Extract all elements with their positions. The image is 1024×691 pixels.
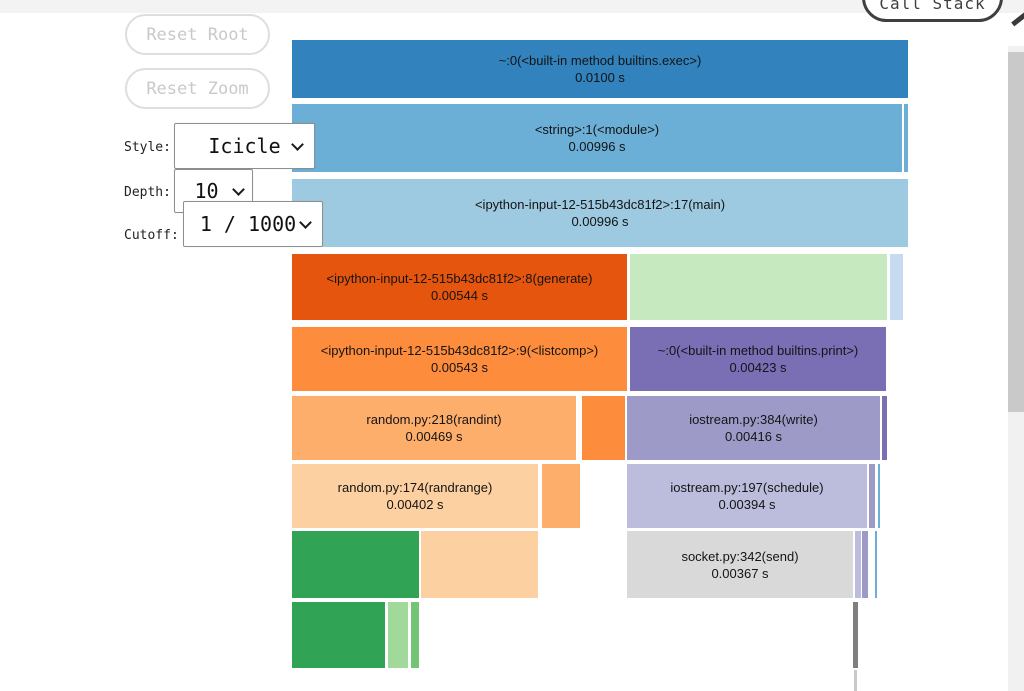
icicle-node-small[interactable] <box>292 531 419 598</box>
depth-select-value: 10 <box>194 179 219 203</box>
node-function-label: <ipython-input-12-515b43dc81f2>:9(<listc… <box>320 343 599 358</box>
icicle-node-small[interactable] <box>904 104 908 172</box>
icicle-node-small[interactable] <box>862 531 868 598</box>
node-function-label: <string>:1(<module>) <box>534 122 660 137</box>
node-time-label: 0.00544 s <box>430 288 489 303</box>
node-function-label: <ipython-input-12-515b43dc81f2>:17(main) <box>474 197 726 212</box>
icicle-node[interactable]: socket.py:342(send) 0.00367 s <box>627 531 853 598</box>
node-time-label: 0.00402 s <box>386 497 444 512</box>
depth-label: Depth: <box>124 185 171 200</box>
node-function-label: iostream.py:384(write) <box>689 412 818 427</box>
call-stack-button[interactable]: Call Stack <box>862 0 1003 22</box>
icicle-node[interactable]: random.py:174(randrange) 0.00402 s <box>292 464 538 528</box>
chevron-down-icon <box>299 216 312 229</box>
icicle-node-small[interactable] <box>882 396 887 460</box>
icicle-node-small[interactable] <box>388 602 408 668</box>
node-function-label: ~:0(<built-in method builtins.print>) <box>657 343 859 358</box>
icicle-node-small[interactable] <box>582 396 625 460</box>
icicle-node-small[interactable] <box>853 602 858 668</box>
node-time-label: 0.00367 s <box>711 565 769 581</box>
icicle-node-small[interactable] <box>869 464 875 528</box>
reset-zoom-button[interactable]: Reset Zoom <box>125 68 270 109</box>
icicle-node[interactable]: ~:0(<built-in method builtins.exec>) 0.01… <box>292 40 908 98</box>
icicle-node[interactable]: <string>:1(<module>) 0.00996 s <box>292 104 902 172</box>
cutoff-label: Cutoff: <box>124 228 179 243</box>
cutoff-select-value: 1 / 1000 <box>199 212 297 236</box>
corner-wedge-decoration <box>1011 12 1024 27</box>
node-time-label: 0.0100 s <box>575 70 625 85</box>
icicle-node[interactable]: iostream.py:384(write) 0.00416 s <box>627 396 880 460</box>
icicle-node-small[interactable] <box>542 464 580 528</box>
icicle-node-small[interactable] <box>411 602 419 668</box>
style-label: Style: <box>124 140 171 155</box>
node-time-label: 0.00543 s <box>430 360 489 375</box>
icicle-node-small[interactable] <box>890 254 903 320</box>
node-function-label: ~:0(<built-in method builtins.exec>) <box>498 53 702 68</box>
reset-zoom-label: Reset Zoom <box>146 78 249 99</box>
icicle-node[interactable]: <ipython-input-12-515b43dc81f2>:9(<listc… <box>292 327 627 391</box>
node-function-label: random.py:174(randrange) <box>337 480 493 495</box>
node-function-label: iostream.py:197(schedule) <box>670 480 824 495</box>
icicle-node-small[interactable] <box>854 670 857 691</box>
node-function-label: random.py:218(randint) <box>366 412 502 427</box>
icicle-node-small[interactable] <box>875 531 877 598</box>
call-stack-label: Call Stack <box>879 0 986 13</box>
icicle-node-small[interactable] <box>878 464 880 528</box>
style-select[interactable]: Icicle <box>174 123 315 169</box>
node-time-label: 0.00996 s <box>568 139 626 154</box>
style-select-value: Icicle <box>208 134 281 158</box>
icicle-node[interactable]: <ipython-input-12-515b43dc81f2>:8(genera… <box>292 254 627 320</box>
node-time-label: 0.00416 s <box>724 429 783 444</box>
icicle-node[interactable]: ~:0(<built-in method builtins.print>) 0.0… <box>630 327 886 391</box>
node-function-label: <ipython-input-12-515b43dc81f2>:8(genera… <box>326 271 593 286</box>
icicle-node[interactable]: <ipython-input-12-515b43dc81f2>:17(main)… <box>292 179 908 247</box>
chevron-down-icon <box>291 138 304 151</box>
cutoff-select[interactable]: 1 / 1000 <box>183 201 323 247</box>
node-time-label: 0.00423 s <box>729 360 787 375</box>
icicle-node-small[interactable] <box>855 531 861 598</box>
reset-root-label: Reset Root <box>146 24 249 45</box>
node-time-label: 0.00996 s <box>571 214 629 229</box>
node-time-label: 0.00469 s <box>405 429 463 444</box>
top-edge-strip <box>0 0 1024 13</box>
scrollbar-thumb[interactable] <box>1008 52 1024 412</box>
icicle-node[interactable]: iostream.py:197(schedule) 0.00394 s <box>627 464 867 528</box>
icicle-node-small[interactable] <box>630 254 887 320</box>
icicle-node[interactable]: random.py:218(randint) 0.00469 s <box>292 396 576 460</box>
icicle-node-small[interactable] <box>292 602 385 668</box>
node-function-label: socket.py:342(send) <box>681 548 799 564</box>
icicle-node-small[interactable] <box>421 531 538 598</box>
chevron-down-icon <box>232 183 245 196</box>
reset-root-button[interactable]: Reset Root <box>125 14 270 55</box>
node-time-label: 0.00394 s <box>718 497 776 512</box>
